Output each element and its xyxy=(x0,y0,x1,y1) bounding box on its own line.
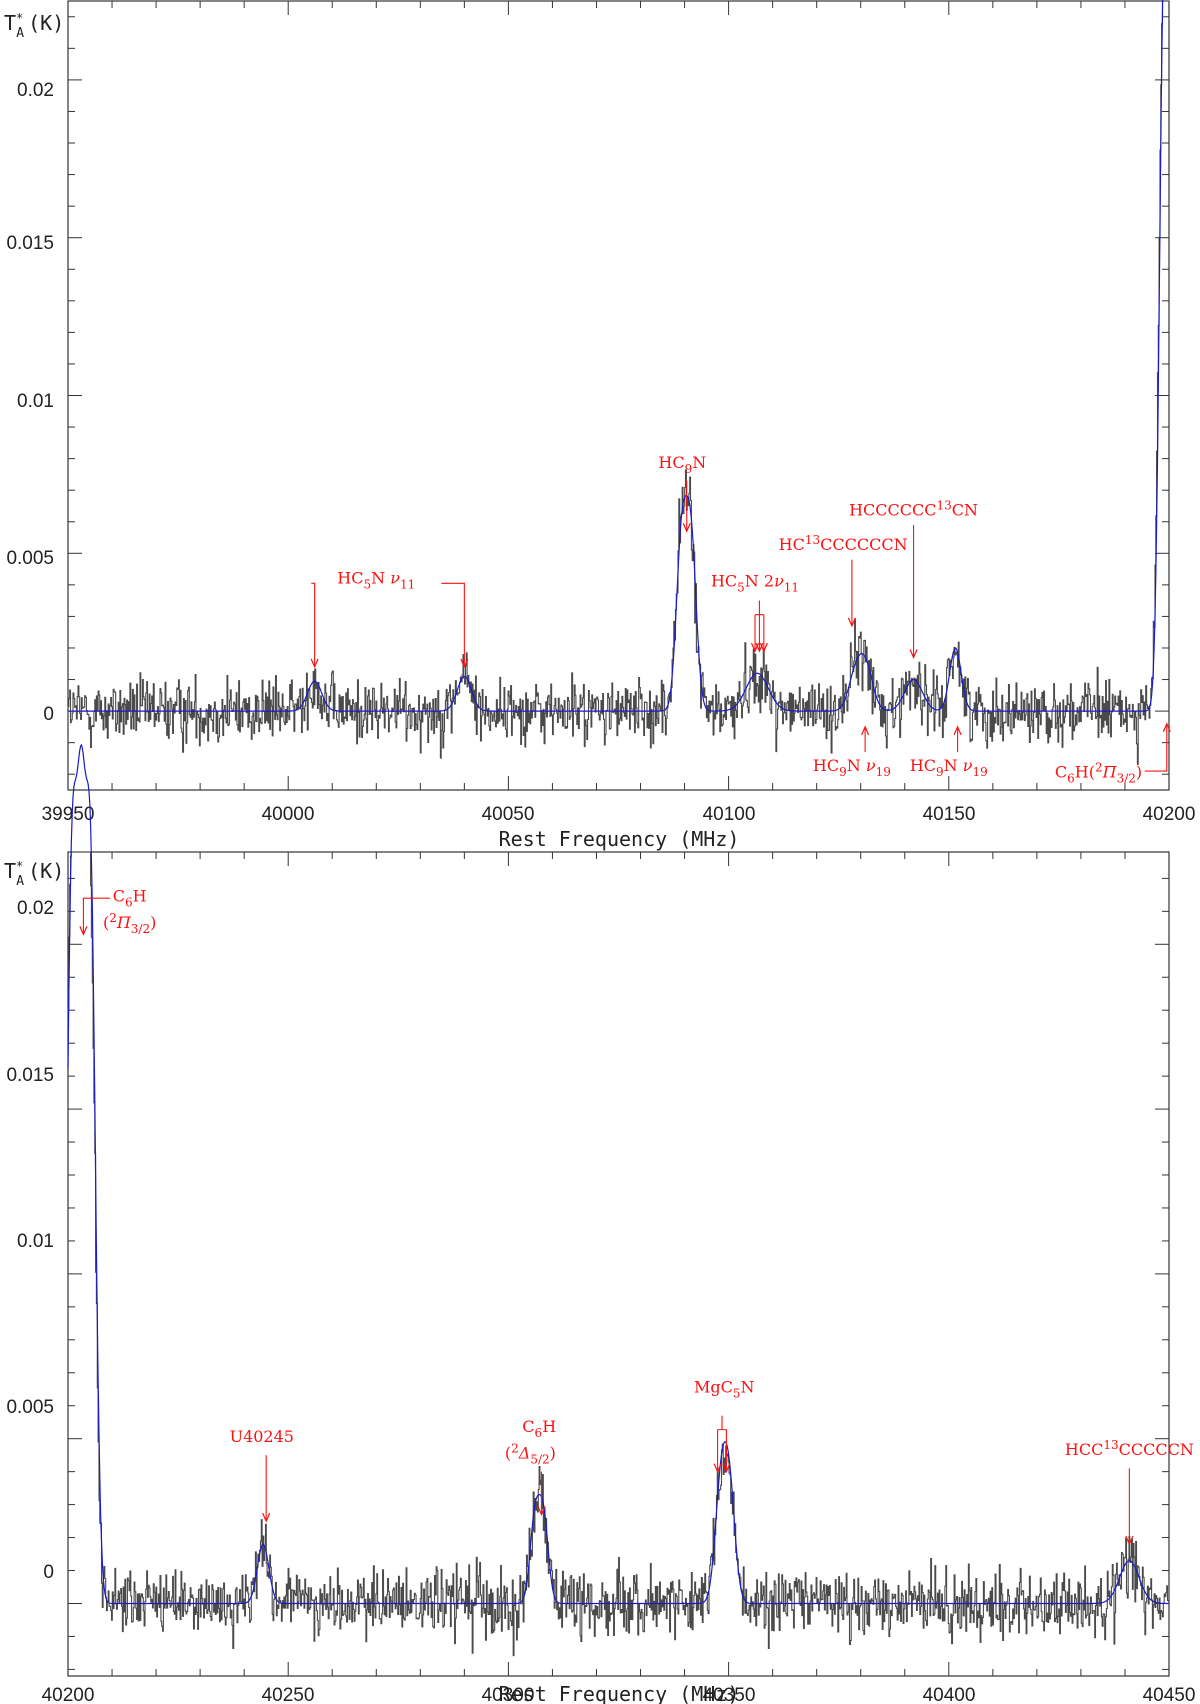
arrow-head xyxy=(1162,722,1171,732)
y-axis-label: T* A (K) xyxy=(4,859,64,889)
annotation-label: C6H xyxy=(113,886,147,909)
annotation-connector xyxy=(1144,723,1168,772)
observed-spectrum-line xyxy=(67,0,1169,765)
tick-marks xyxy=(67,852,1170,1676)
x-tick-label: 40200 xyxy=(1143,804,1196,825)
x-tick-label: 40150 xyxy=(923,804,976,825)
x-tick-label: 39950 xyxy=(42,804,95,825)
plot-area xyxy=(67,0,1169,765)
model-fit-line xyxy=(67,743,1169,1605)
y-tick-labels: 0 0.005 0.01 0.015 0.02 xyxy=(6,80,54,725)
arrow-head xyxy=(537,1506,546,1516)
annotation-label: MgC5N xyxy=(694,1378,755,1401)
observed-spectrum-line xyxy=(67,851,1169,1657)
arrow-head xyxy=(759,642,768,653)
annotation-label: C6H(2Π3/2) xyxy=(1055,760,1142,785)
y-axis-label: T* A (K) xyxy=(4,11,64,41)
model-fit-line xyxy=(68,0,1164,712)
x-tick-label: 40250 xyxy=(262,1685,315,1704)
arrow-head xyxy=(682,522,691,533)
x-axis-label: Rest Frequency (MHz) xyxy=(499,1682,740,1704)
y-tick-label: 0.015 xyxy=(6,1065,54,1086)
x-tick-label: 40200 xyxy=(42,1685,95,1704)
arrow-head xyxy=(262,1512,271,1523)
annotation-label: HCC13CCCCCN xyxy=(1065,1438,1194,1459)
y-tick-labels: 0 0.005 0.01 0.015 0.02 xyxy=(6,898,54,1583)
panel-bottom: C6H(2Π3/2)U40245C6H(2Δ5/2)MgC5NHCC13CCCC… xyxy=(4,743,1196,1704)
annotation-layer: C6H(2Π3/2)U40245C6H(2Δ5/2)MgC5NHCC13CCCC… xyxy=(79,886,1194,1546)
x-tick-label: 40050 xyxy=(482,804,535,825)
panel-top: HC5N ν11 HC9N HC5N 2ν11 HC13CCCCCCN HCCCCCC1… xyxy=(4,0,1195,851)
annotation-layer: HC5N ν11 HC9N HC5N 2ν11 HC13CCCCCCN HCCCCCC1… xyxy=(310,453,1171,785)
y-tick-label: 0.005 xyxy=(6,1397,54,1418)
x-axis-label: Rest Frequency (MHz) xyxy=(499,827,740,851)
x-tick-labels: 40200 40250 40300 40350 40400 40450 xyxy=(42,1685,1196,1704)
annotation-label: U40245 xyxy=(230,1427,294,1446)
arrow-head xyxy=(861,725,870,736)
y-tick-label: 0.02 xyxy=(17,898,54,919)
arrow-head xyxy=(722,1463,731,1474)
x-tick-label: 40300 xyxy=(482,1685,535,1704)
x-tick-label: 40400 xyxy=(923,1685,976,1704)
annotation-bracket xyxy=(441,582,465,667)
annotation-label: HC9N ν19 xyxy=(813,756,891,779)
arrow-head xyxy=(847,617,856,628)
plot-area xyxy=(67,743,1169,1657)
annotation-connector xyxy=(717,1415,727,1431)
annotation-label: HC5N 2ν11 xyxy=(711,571,799,594)
annotation-label: HC5N ν11 xyxy=(337,568,415,591)
y-tick-label: 0.01 xyxy=(17,391,54,412)
tick-marks xyxy=(67,1,1170,790)
y-tick-label: 0.015 xyxy=(6,233,54,254)
arrow-head xyxy=(713,1463,722,1474)
y-tick-label: 0.02 xyxy=(17,80,54,101)
y-tick-label: 0 xyxy=(43,1562,54,1583)
annotation-label: (2Δ5/2) xyxy=(505,1441,556,1466)
arrow-head xyxy=(310,658,319,669)
y-tick-label: 0.005 xyxy=(6,548,54,569)
y-tick-label: 0.01 xyxy=(17,1231,54,1252)
annotation-label: HC13CCCCCCN xyxy=(779,533,908,554)
x-tick-label: 40000 xyxy=(262,804,315,825)
annotation-label: C6H xyxy=(522,1417,556,1440)
plot-frame xyxy=(67,851,1170,1677)
arrow-head xyxy=(909,649,918,659)
x-tick-label: 40100 xyxy=(703,804,756,825)
x-tick-labels: 39950 40000 40050 40100 40150 40200 xyxy=(42,804,1196,825)
plot-frame xyxy=(67,0,1170,791)
arrow-head xyxy=(460,658,469,669)
arrow-head xyxy=(953,725,962,736)
arrow-head xyxy=(1125,1535,1134,1546)
annotation-label: (2Π3/2) xyxy=(103,911,156,936)
annotation-bracket xyxy=(311,582,316,667)
arrow-head xyxy=(79,926,88,936)
y-tick-label: 0 xyxy=(43,704,54,725)
annotation-connector xyxy=(755,600,764,616)
annotation-label: HC9N ν19 xyxy=(910,756,988,779)
annotation-connector xyxy=(82,897,110,935)
x-tick-label: 40350 xyxy=(703,1685,756,1704)
x-tick-label: 40450 xyxy=(1143,1685,1196,1704)
annotation-label: HC9N xyxy=(658,453,706,476)
annotation-label: HCCCCCC13CN xyxy=(849,498,978,519)
